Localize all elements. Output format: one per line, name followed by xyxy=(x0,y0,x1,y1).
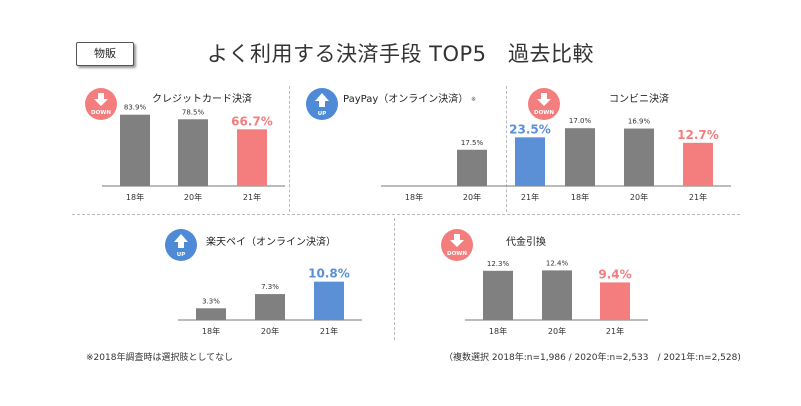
x-tick-label: 21年 xyxy=(243,192,261,202)
data-label: 17.5% xyxy=(461,139,484,147)
data-label: 23.5% xyxy=(509,122,551,136)
chart-title: 代金引換 xyxy=(506,235,546,248)
data-label: 83.9% xyxy=(124,104,147,112)
divider-bottom xyxy=(394,218,395,340)
data-label: 17.0% xyxy=(569,117,592,125)
bar xyxy=(515,137,545,186)
x-tick-label: 20年 xyxy=(463,192,481,202)
chart-title: 楽天ペイ（オンライン決済） xyxy=(206,235,336,248)
bar xyxy=(683,142,713,186)
trend-label: DOWN xyxy=(91,110,111,116)
trend-label: DOWN xyxy=(534,110,554,116)
data-label: 16.9% xyxy=(628,118,651,126)
bar xyxy=(542,270,572,320)
trend-arrow-shape xyxy=(94,93,108,106)
divider-top-1 xyxy=(289,86,290,212)
x-tick-label: 18年 xyxy=(126,192,144,202)
bar xyxy=(196,308,226,320)
trend-arrow-shape xyxy=(174,234,188,248)
divider-top-2 xyxy=(506,86,507,212)
trend-label: UP xyxy=(177,252,186,258)
bar xyxy=(624,128,654,186)
chart-title: コンビニ決済 xyxy=(609,92,669,105)
bar xyxy=(314,281,344,320)
data-label: 78.5% xyxy=(182,108,205,116)
x-tick-label: 20年 xyxy=(630,192,648,202)
trend-arrow-shape xyxy=(537,93,551,106)
data-label: 12.3% xyxy=(487,260,510,268)
data-label: 7.3% xyxy=(261,283,279,291)
data-label: 3.3% xyxy=(202,297,220,305)
x-tick-label: 18年 xyxy=(405,192,423,202)
trend-arrow-shape xyxy=(315,93,329,107)
x-tick-label: 21年 xyxy=(521,192,539,202)
chart-title: PayPay（オンライン決済） xyxy=(343,92,468,105)
data-label: 12.4% xyxy=(546,259,569,267)
data-label: 12.7% xyxy=(677,128,719,142)
bar xyxy=(565,128,595,186)
data-label: 9.4% xyxy=(598,267,631,281)
x-tick-label: 18年 xyxy=(489,326,507,336)
data-label: 66.7% xyxy=(231,114,273,128)
bar xyxy=(483,270,513,320)
trend-label: DOWN xyxy=(447,251,467,257)
x-tick-label: 21年 xyxy=(320,326,338,336)
bar xyxy=(120,114,150,186)
bar xyxy=(255,294,285,320)
bar xyxy=(457,149,487,186)
x-tick-label: 18年 xyxy=(571,192,589,202)
trend-arrow-shape xyxy=(450,234,464,247)
bar xyxy=(178,119,208,186)
data-label: 10.8% xyxy=(308,267,350,281)
chart-title-mark: ※ xyxy=(471,96,476,103)
chart-title: クレジットカード決済 xyxy=(152,92,252,105)
trend-label: UP xyxy=(318,111,327,117)
x-tick-label: 21年 xyxy=(689,192,707,202)
divider-middle xyxy=(72,214,740,215)
bar xyxy=(600,282,630,320)
footnote-left: ※2018年調査時は選択肢としてなし xyxy=(86,353,234,363)
x-tick-label: 20年 xyxy=(261,326,279,336)
page-title: よく利用する決済手段 TOP5 過去比較 xyxy=(206,42,595,66)
bar xyxy=(237,129,267,186)
x-tick-label: 20年 xyxy=(548,326,566,336)
category-tag: 物販 xyxy=(76,42,134,66)
footnote-right: （複数選択 2018年:n=1,986 / 2020年:n=2,533 / 20… xyxy=(444,353,741,363)
x-tick-label: 20年 xyxy=(184,192,202,202)
x-tick-label: 18年 xyxy=(202,326,220,336)
x-tick-label: 21年 xyxy=(606,326,624,336)
